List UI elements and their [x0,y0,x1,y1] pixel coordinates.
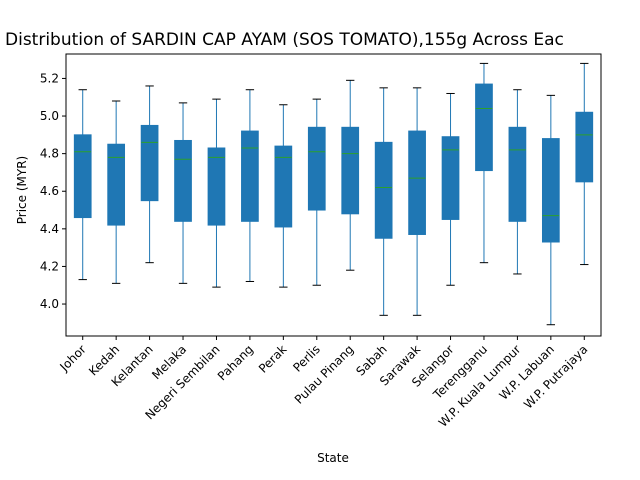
box-group [207,98,226,288]
y-tick-label: 4.2 [40,259,59,273]
box-group [307,98,326,286]
box [207,147,226,226]
box [241,130,259,222]
box [508,126,527,222]
box-group [575,62,594,266]
box [374,141,393,239]
box-group [408,87,426,316]
x-tick-label: Perak [256,342,290,376]
box-group [508,89,527,275]
box-group [73,89,92,281]
y-axis-label: Price (MYR) [15,156,29,224]
y-tick-label: 5.2 [40,71,59,85]
y-tick-label: 4.6 [40,184,59,198]
box [341,126,360,215]
box [307,126,326,211]
box [73,134,92,219]
box [541,138,560,243]
box-group [541,94,560,326]
box-group [274,104,293,288]
box-group [107,100,126,284]
box-group [140,85,159,264]
box-group [475,62,493,264]
box [174,139,192,222]
box-group [241,89,259,282]
y-tick-label: 5.0 [40,109,59,123]
y-tick-label: 4.4 [40,222,59,236]
plot-area [73,62,594,326]
chart-title: Distribution of SARDIN CAP AYAM (SOS TOM… [5,30,564,50]
box [274,145,293,228]
box [475,83,493,172]
x-tick-label: Pahang [215,342,256,383]
y-tick-label: 4.0 [40,297,59,311]
x-tick-label: Johor [56,342,88,374]
axes-frame [65,53,602,337]
box [441,136,460,220]
y-axis: 4.0 4.2 4.4 4.6 4.8 5.0 5.2 [40,71,66,311]
box [408,130,426,235]
box [107,143,126,226]
x-tick-label: Pulau Pinang [292,342,357,407]
box-group [341,79,360,271]
box-group [174,102,192,284]
box [140,124,159,202]
box-group [374,87,393,316]
y-tick-label: 4.8 [40,147,59,161]
x-axis-label: State [317,451,349,465]
box-group [441,92,460,286]
box [575,111,594,183]
